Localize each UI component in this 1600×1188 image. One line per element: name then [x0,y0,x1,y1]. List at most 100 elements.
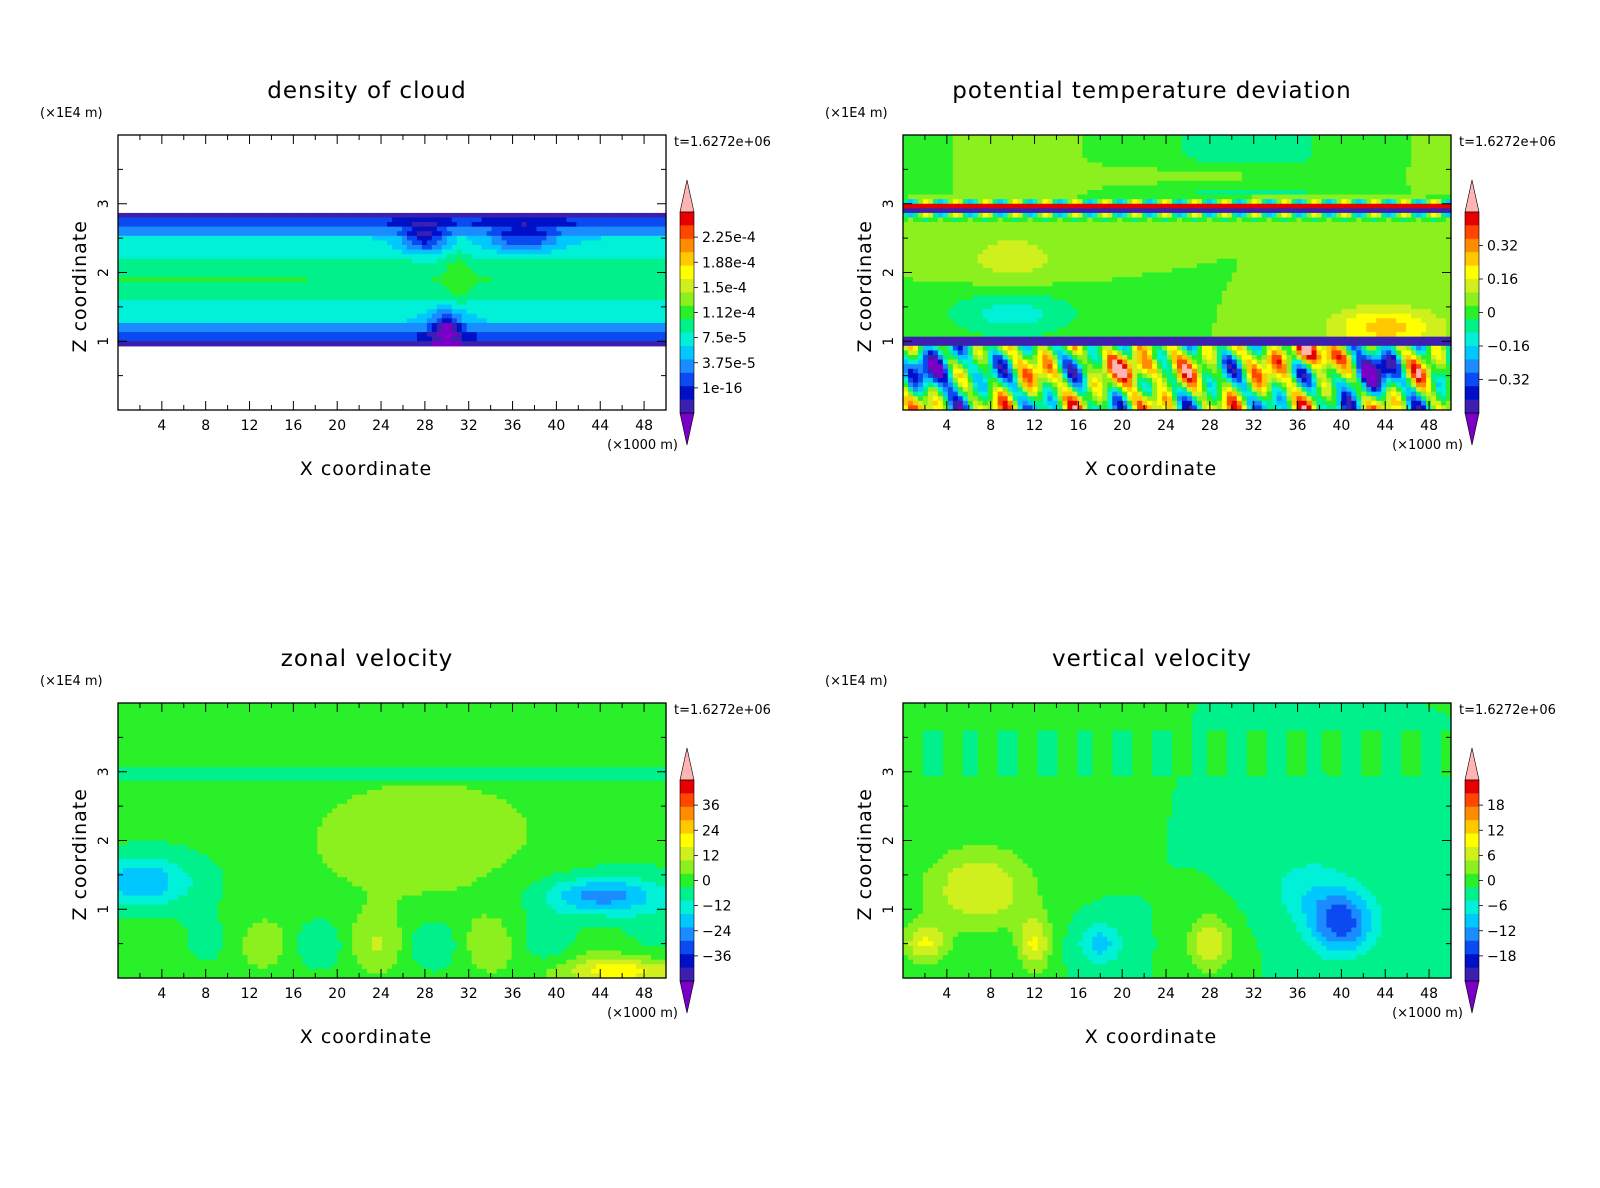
heatmap-cell [928,158,934,163]
heatmap-cell [198,282,204,287]
heatmap-cell [546,227,552,232]
heatmap-cell [963,172,969,177]
heatmap-cell [372,218,378,223]
heatmap-cell [536,318,542,323]
heatmap-cell [282,332,288,337]
heatmap-cell [928,195,934,200]
heatmap-cell [287,291,293,296]
heatmap-cell [492,314,498,319]
heatmap-cell [1137,140,1143,145]
heatmap-cell [452,213,458,218]
heatmap-cell [297,231,303,236]
heatmap-cell [467,245,473,250]
heatmap-cell [267,318,273,323]
heatmap-cell [203,286,209,291]
heatmap-cell [923,163,929,168]
heatmap-cell [988,190,994,195]
heatmap-cell [541,282,547,287]
heatmap-cell [611,318,617,323]
heatmap-cell [1152,181,1158,186]
heatmap-cell [178,282,184,287]
heatmap-cell [1406,153,1412,158]
heatmap-cell [1127,172,1133,177]
heatmap-cell [1391,153,1397,158]
heatmap-cell [138,273,144,278]
heatmap-cell [183,314,189,319]
heatmap-cell [238,263,244,268]
heatmap-cell [487,268,493,273]
heatmap-cell [1416,149,1422,154]
heatmap-cell [352,295,358,300]
heatmap-cell [1052,181,1058,186]
heatmap-cell [1252,190,1258,195]
heatmap-cell [392,245,398,250]
heatmap-cell [188,259,194,264]
heatmap-cell [168,305,174,310]
heatmap-cell [213,332,219,337]
heatmap-cell [1262,199,1268,204]
heatmap-cell [467,240,473,245]
heatmap-cell [616,250,622,255]
heatmap-cell [402,318,408,323]
heatmap-cell [993,190,999,195]
heatmap-cell [1117,185,1123,190]
heatmap-cell [631,240,637,245]
y-axis-label: Z coordinate [69,220,91,352]
heatmap-cell [546,213,552,218]
heatmap-cell [512,286,518,291]
heatmap-cell [943,144,949,149]
heatmap-cell [1267,195,1273,200]
heatmap-cell [1247,181,1253,186]
heatmap-cell [918,158,924,163]
heatmap-cell [297,277,303,282]
heatmap-cell [422,328,428,333]
heatmap-cell [1331,176,1337,181]
heatmap-cell [262,245,268,250]
heatmap-cell [272,250,278,255]
heatmap-cell [123,236,129,241]
heatmap-cell [556,282,562,287]
heatmap-cell [183,328,189,333]
heatmap-cell [502,268,508,273]
heatmap-cell [517,291,523,296]
heatmap-cell [1441,190,1447,195]
heatmap-cell [1038,185,1044,190]
heatmap-cell [392,314,398,319]
heatmap-cell [1272,135,1278,140]
heatmap-cell [1003,163,1009,168]
heatmap-cell [262,300,268,305]
heatmap-cell [472,250,478,255]
heatmap-cell [551,240,557,245]
heatmap-cell [576,245,582,250]
heatmap-cell [581,245,587,250]
heatmap-cell [1013,163,1019,168]
heatmap-cell [317,300,323,305]
heatmap-cell [392,300,398,305]
heatmap-cell [367,222,373,227]
heatmap-cell [188,323,194,328]
heatmap-cell [462,240,468,245]
heatmap-cell [1351,181,1357,186]
heatmap-cell [387,309,393,314]
heatmap-cell [257,318,263,323]
heatmap-cell [382,341,388,346]
chart-title: density of cloud [267,78,466,104]
heatmap-cell [1292,195,1298,200]
heatmap-cell [342,240,348,245]
heatmap-cell [193,245,199,250]
heatmap-cell [307,245,313,250]
heatmap-cell [646,227,652,232]
heatmap-cell [1038,135,1044,140]
heatmap-cell [277,273,283,278]
heatmap-cell [487,263,493,268]
heatmap-cell [1351,199,1357,204]
heatmap-cell [198,213,204,218]
heatmap-cell [983,167,989,172]
heatmap-cell [327,291,333,296]
heatmap-cell [482,277,488,282]
heatmap-cell [332,286,338,291]
heatmap-cell [362,291,368,296]
heatmap-cell [641,282,647,287]
heatmap-cell [203,218,209,223]
heatmap-cell [367,286,373,291]
